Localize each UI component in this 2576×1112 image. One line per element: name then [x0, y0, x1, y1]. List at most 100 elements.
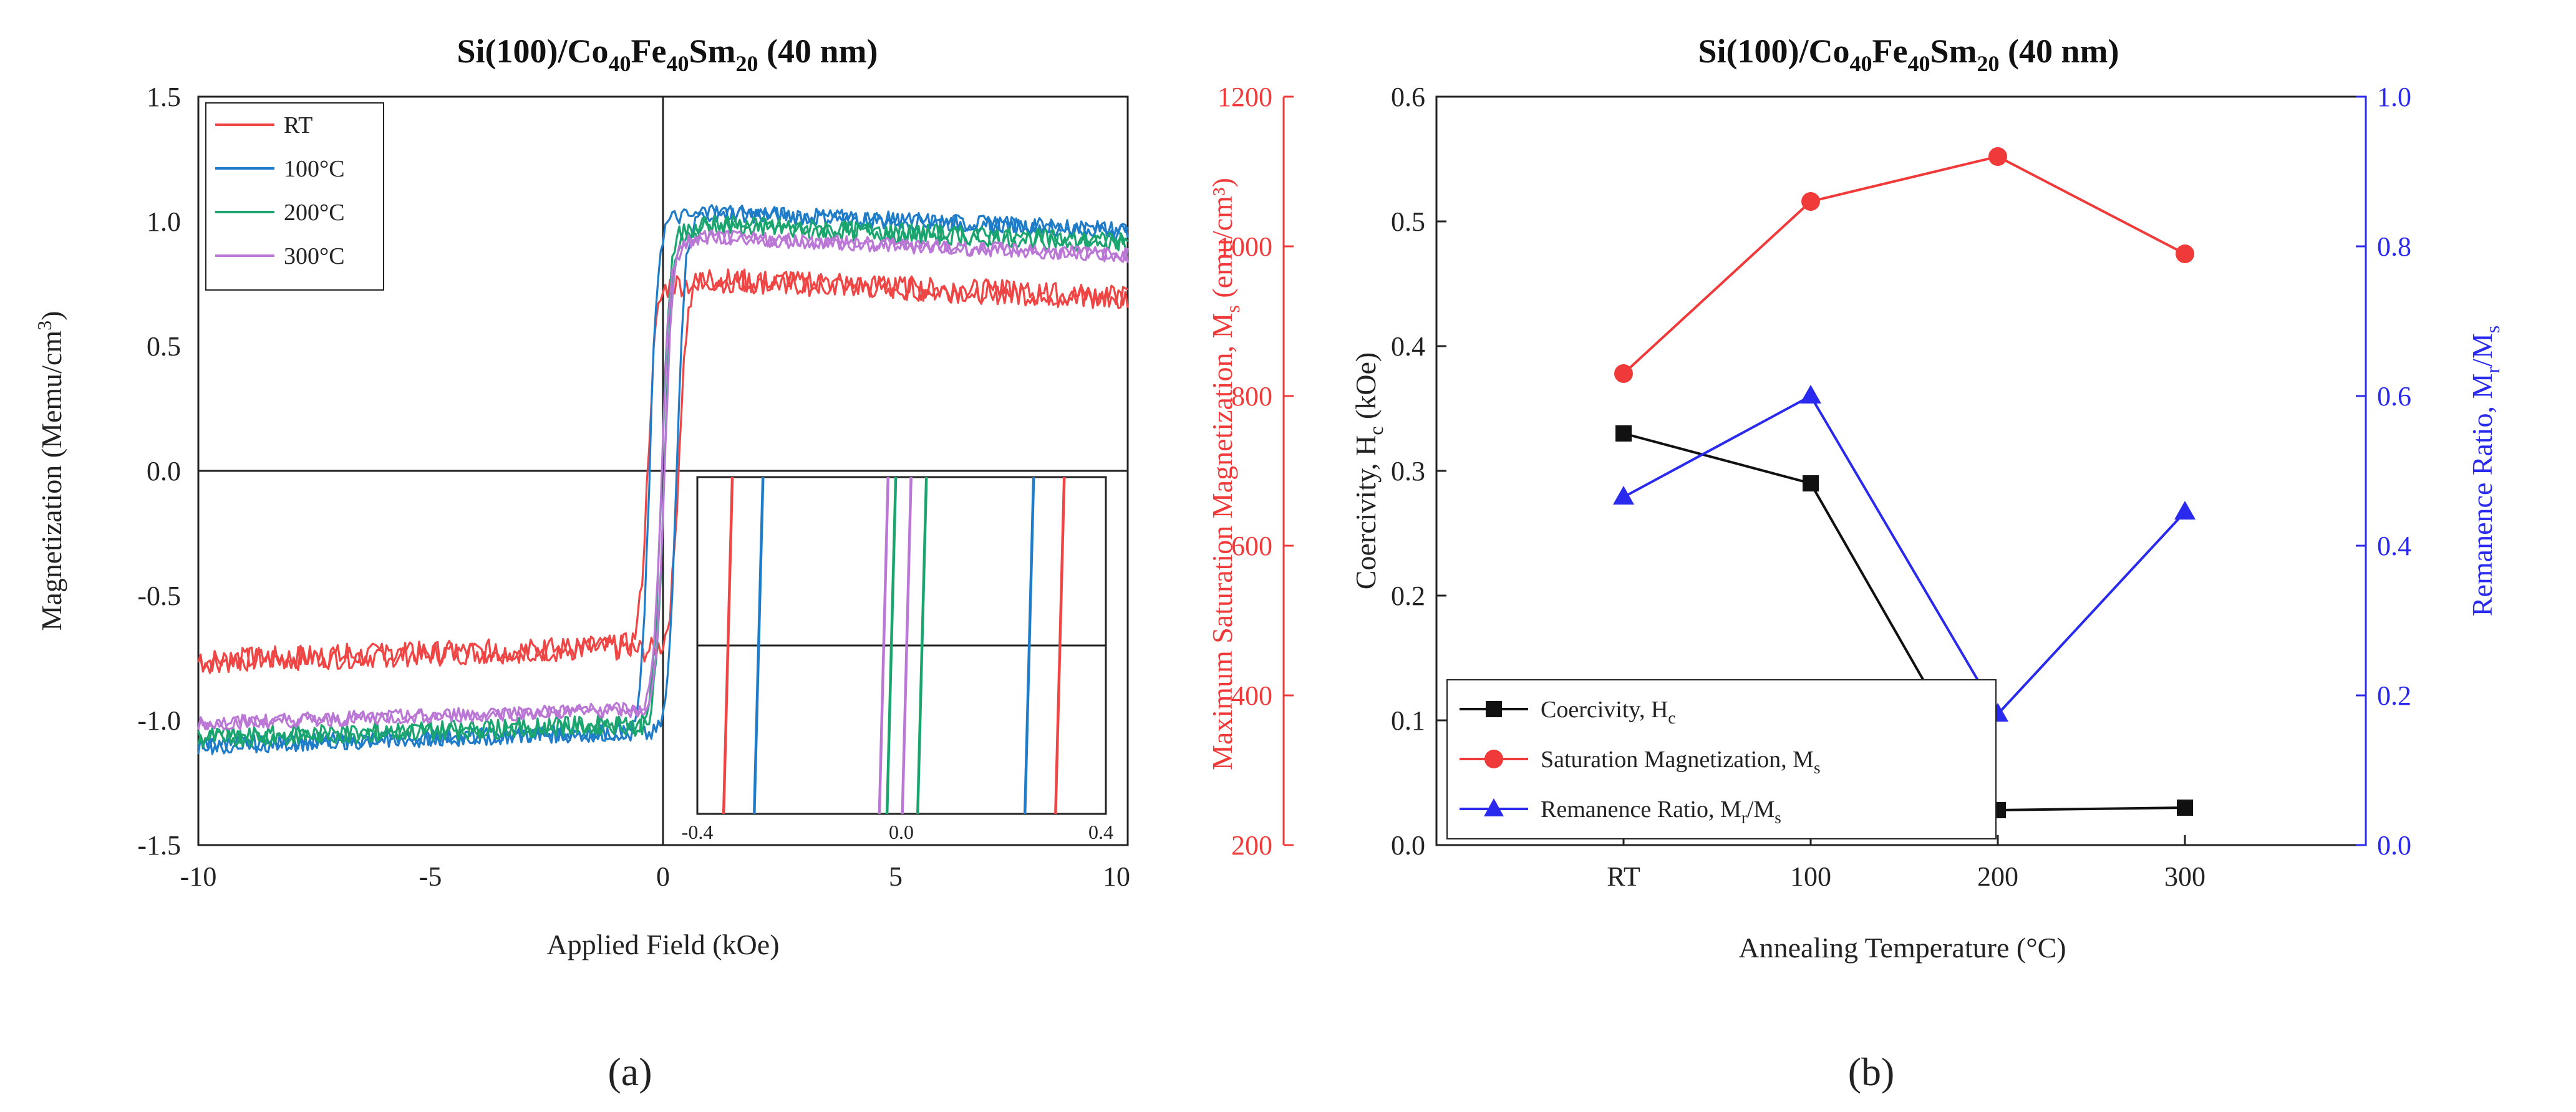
right-tick-label: 0.0	[2377, 830, 2411, 861]
outer-left-tick-label: 200	[1231, 830, 1272, 861]
saturation-point	[1614, 364, 1633, 383]
legend-label-200c: 200°C	[284, 200, 345, 226]
coercivity-point	[2177, 800, 2193, 816]
right-tick-label: 0.2	[2377, 680, 2411, 711]
saturation-point	[1801, 192, 1820, 211]
hysteresis-rt-branch	[197, 269, 1129, 672]
panel-a-y-axis-label: Magnetization (Memu/cm3)	[33, 311, 67, 631]
right-tick-label: 0.6	[2377, 381, 2411, 412]
left-tick-label: 0.6	[1391, 82, 1425, 112]
right-tick-label: 0.8	[2377, 231, 2411, 262]
panel-a-ytick: 0.0	[147, 456, 181, 486]
left-tick-label: 0.1	[1391, 705, 1425, 736]
panel-b-x-axis-label: Annealing Temperature (°C)	[1738, 932, 2066, 964]
panel-a-legend-box	[205, 102, 384, 291]
inset-lines-group	[722, 476, 1066, 815]
left-tick-label: 0.4	[1391, 331, 1425, 362]
right-axis-ticks: 0.0 0.2 0.4 0.6 0.8 1.0	[2356, 82, 2411, 861]
outer-left-tick-label: 400	[1231, 680, 1272, 711]
outer-left-axis: 200 400 600 800 1000 1200 Maximum Saturation …	[1206, 82, 1294, 861]
remanence-point	[1613, 486, 1634, 505]
legend-marker-square	[1486, 701, 1502, 717]
panel-b-series-group	[1613, 147, 2196, 818]
panel-b-legend-box	[1446, 679, 1997, 839]
panel-a-legend: RT 100°C 200°C 300°C	[205, 102, 384, 291]
left-tick-label: 0.5	[1391, 206, 1425, 237]
panel-b-annealing-chart: Si(100)/Co40Fe40Sm20 (40 nm) 200 400 600 80…	[1206, 32, 2504, 1094]
outer-left-axis-label: Maximum Saturation Magnetization, Ms (em…	[1206, 178, 1244, 770]
outer-left-tick-label: 600	[1231, 531, 1272, 561]
inset-line	[1054, 476, 1066, 815]
panel-a-xtick: 0	[656, 861, 670, 892]
panel-a-ytick: 1.5	[147, 82, 181, 112]
legend-item-coercivity: Coercivity, Hc	[1460, 697, 1675, 727]
inset-line	[916, 476, 928, 815]
panel-a-ytick: -1.0	[137, 705, 181, 736]
right-tick-label: 1.0	[2377, 82, 2411, 112]
hysteresis-100c-branch	[197, 205, 1129, 755]
coercivity-point	[1803, 475, 1819, 491]
legend-label-100c: 100°C	[284, 156, 345, 182]
panel-a-xtick: -10	[180, 861, 217, 892]
inset-line	[885, 476, 898, 815]
inset-xtick: -0.4	[682, 821, 714, 843]
outer-left-ticks: 200 400 600 800 1000 1200	[1218, 82, 1294, 861]
panel-a-series-group	[197, 204, 1129, 755]
panel-a-x-axis-label: Applied Field (kOe)	[546, 929, 779, 960]
panel-a-ytick: -1.5	[137, 830, 181, 861]
panel-a-hysteresis-chart: Si(100)/Co40Fe40Sm20 (40 nm) 1.5 1.0 0.5…	[33, 32, 1130, 1094]
inset-line	[901, 476, 913, 815]
inset-xtick: 0.4	[1088, 821, 1113, 843]
panel-a-title: Si(100)/Co40Fe40Sm20 (40 nm)	[457, 32, 878, 76]
panel-a-xtick: 10	[1103, 861, 1130, 892]
panel-a-inset: -0.4 0.0 0.4	[682, 476, 1113, 843]
hysteresis-300c-branch	[197, 230, 1129, 730]
coercivity-point	[1615, 425, 1632, 442]
legend-marker-circle	[1484, 750, 1503, 768]
left-tick-label: 0.2	[1391, 581, 1425, 611]
inset-line	[1023, 476, 1035, 815]
legend-item-saturation: Saturation Magnetization, Ms	[1460, 747, 1820, 777]
panel-b-legend: Coercivity, Hc Saturation Magnetization,…	[1446, 679, 1997, 839]
panel-b-label: (b)	[1848, 1050, 1895, 1094]
panel-a-ytick: 0.5	[147, 331, 181, 362]
left-axis-ticks: 0.0 0.1 0.2 0.3 0.4 0.5 0.6	[1391, 82, 1446, 861]
outer-left-tick-label: 800	[1231, 381, 1272, 412]
outer-left-tick-label: 1200	[1218, 82, 1272, 112]
right-tick-label: 0.4	[2377, 531, 2411, 561]
legend-item-remanence: Remanence Ratio, Mr/Ms	[1460, 796, 1781, 827]
legend-label-rt: RT	[284, 112, 312, 138]
category-tick-label: RT	[1607, 861, 1640, 892]
remanence-series-line	[1623, 394, 2186, 717]
inset-line	[753, 476, 765, 815]
saturation-point	[1988, 147, 2007, 166]
outer-left-tick-label: 1000	[1218, 231, 1272, 262]
panel-a-xtick: 5	[889, 861, 903, 892]
panel-a-xtick: -5	[419, 861, 442, 892]
inset-xtick: 0.0	[889, 821, 914, 843]
panel-a-y-ticks: 1.5 1.0 0.5 0.0 -0.5 -1.0 -1.5	[137, 82, 181, 861]
remanence-point	[1800, 385, 1821, 404]
remanence-point	[2174, 501, 2196, 520]
legend-label: Saturation Magnetization, Ms	[1541, 747, 1820, 777]
category-tick-label: 100	[1790, 861, 1831, 892]
category-tick-label: 200	[1977, 861, 2018, 892]
hysteresis-rt-branch	[197, 268, 1128, 674]
legend-label: Remanence Ratio, Mr/Ms	[1541, 796, 1781, 827]
inset-line	[878, 476, 890, 815]
legend-label: Coercivity, Hc	[1541, 697, 1675, 727]
legend-label-300c: 300°C	[284, 243, 345, 269]
left-axis-label: Coercivity, Hc (kOe)	[1350, 352, 1387, 589]
saturation-series-line	[1622, 155, 2186, 375]
inset-line	[722, 476, 734, 815]
panel-a-ytick: -0.5	[137, 581, 181, 611]
right-axis-label: Remanence Ratio, Mr/Ms	[2466, 326, 2504, 616]
panel-a-ytick: 1.0	[147, 206, 181, 237]
panel-a-label: (a)	[608, 1050, 652, 1094]
left-tick-label: 0.0	[1391, 830, 1425, 861]
coercivity-series-line	[1623, 432, 2186, 812]
left-tick-label: 0.3	[1391, 456, 1425, 486]
category-tick-label: 300	[2164, 861, 2206, 892]
category-axis-ticks: RT 100 200 300	[1607, 835, 2206, 892]
